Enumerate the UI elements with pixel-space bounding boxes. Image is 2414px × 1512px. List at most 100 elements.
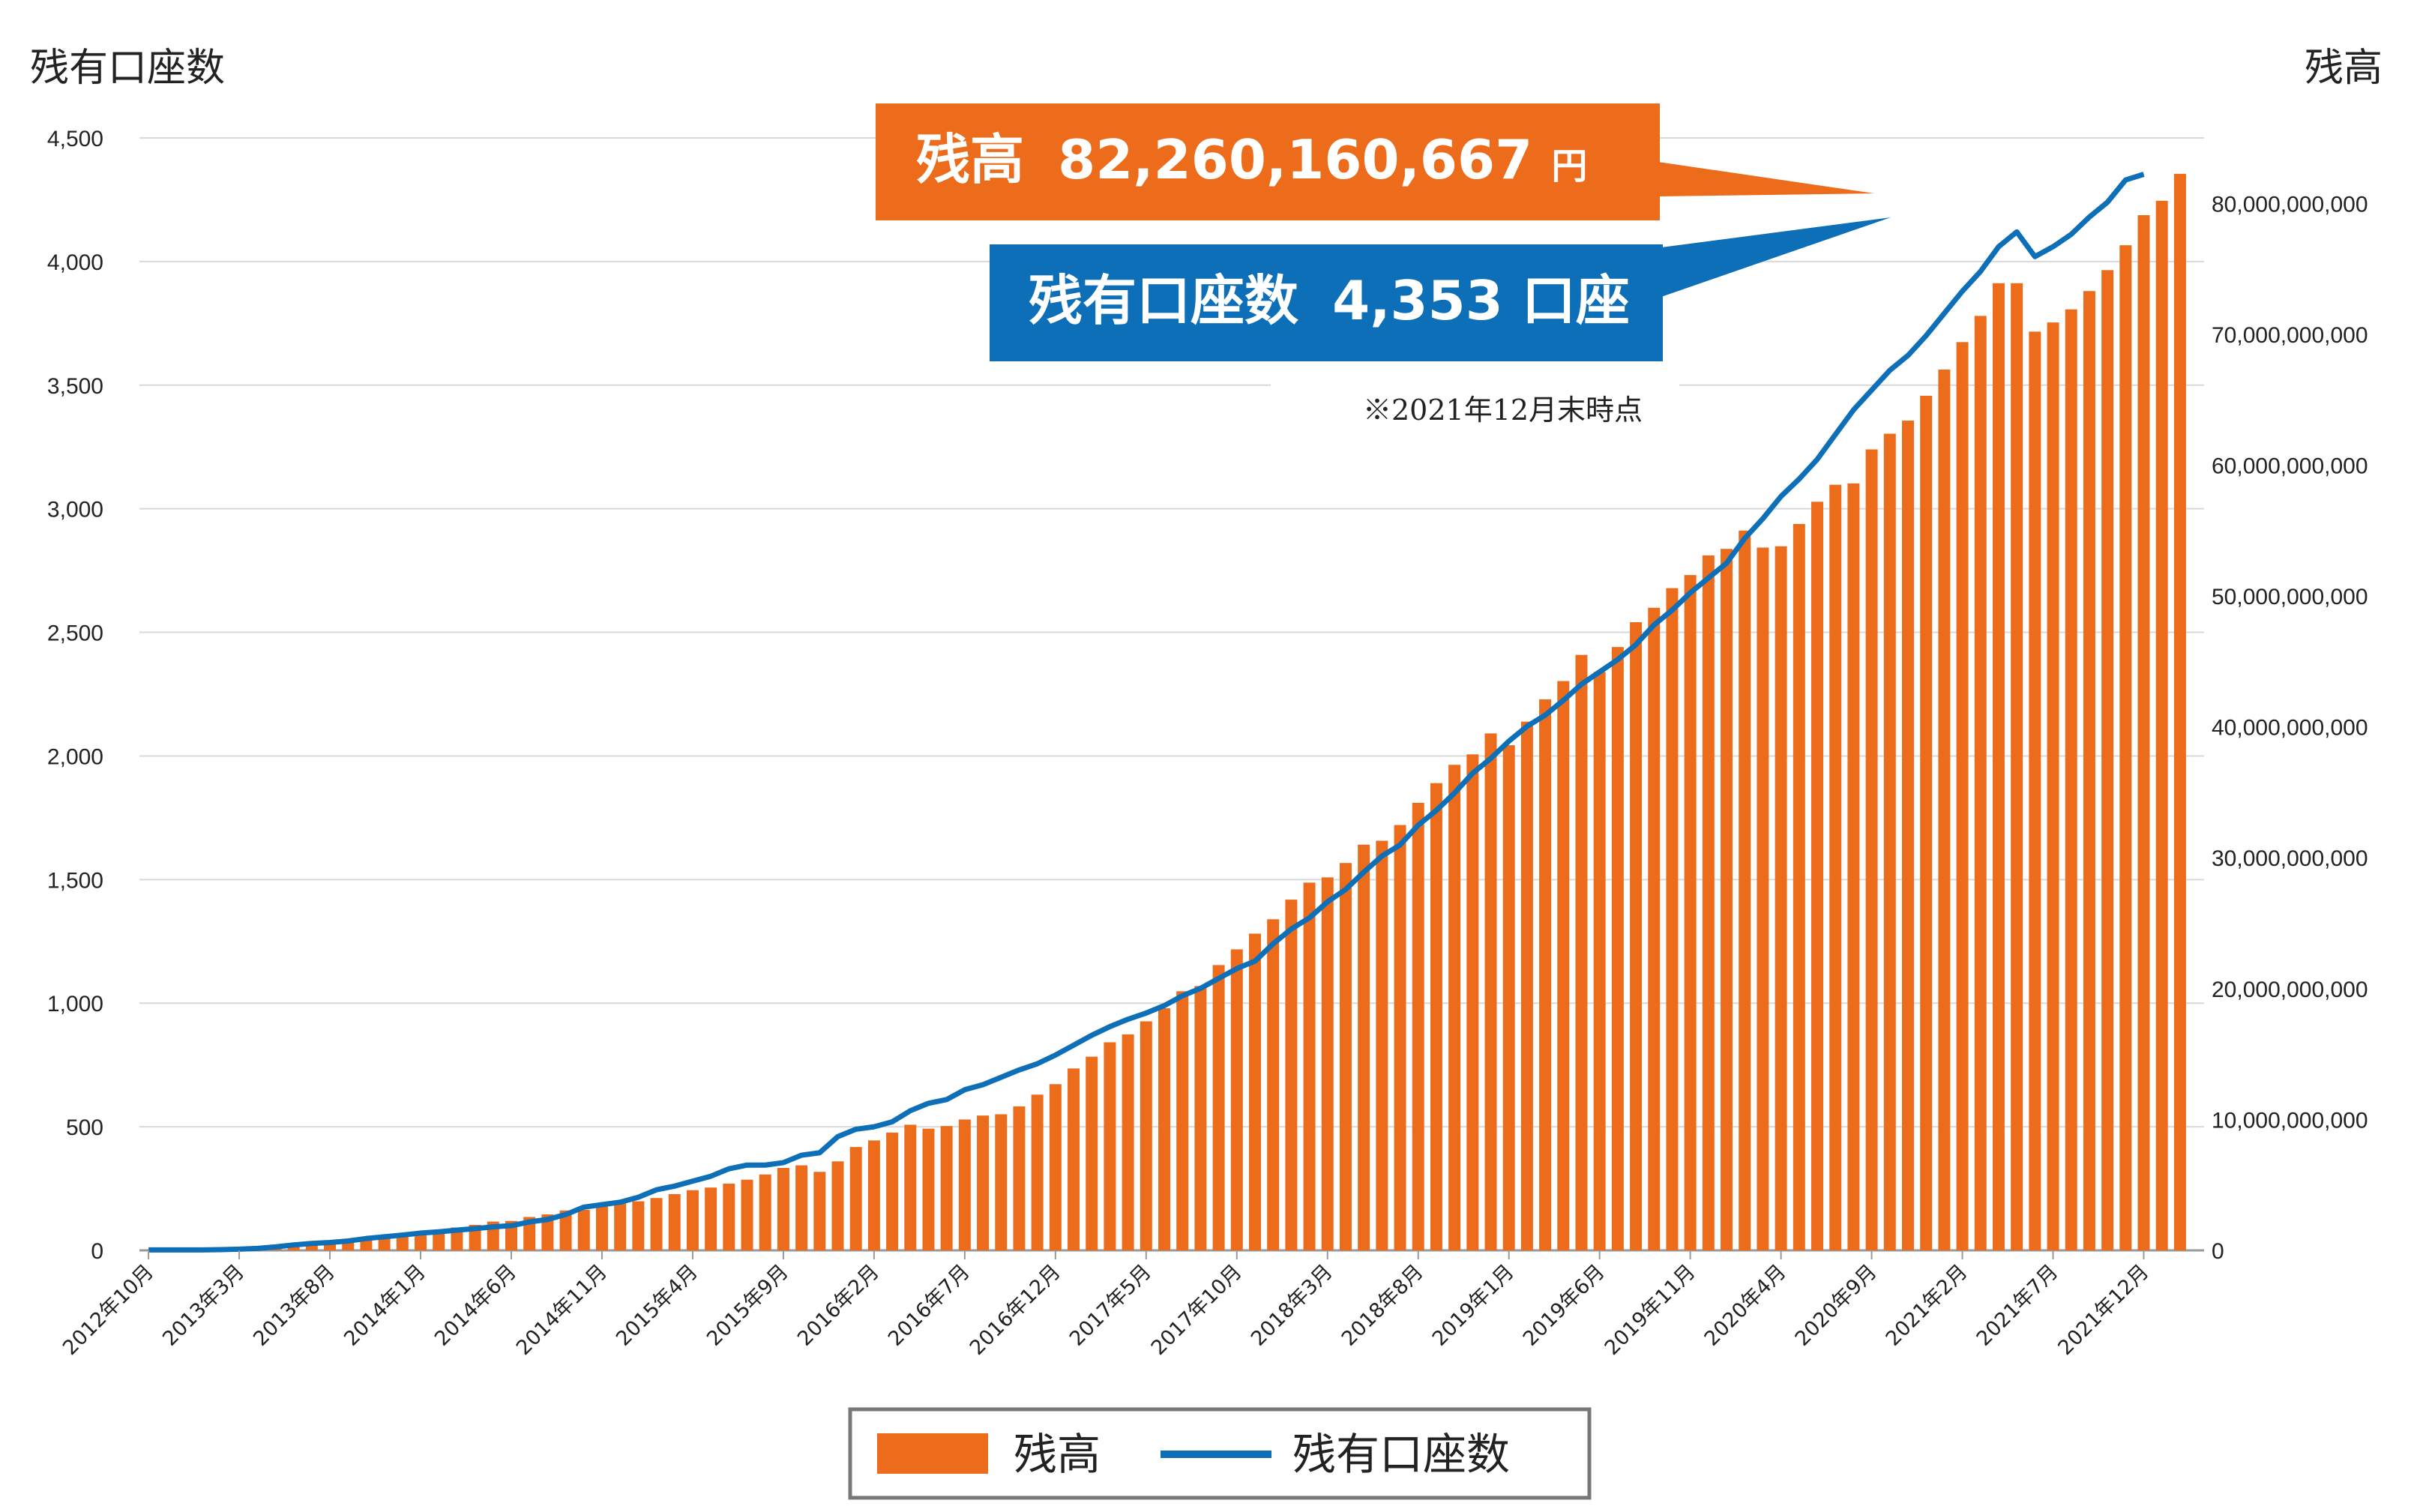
legend-swatch-balance <box>877 1433 988 1474</box>
x-tick-label: 2016年12月 <box>966 1260 1065 1360</box>
left-tick-label: 3,500 <box>47 374 103 399</box>
balance-bar <box>577 1209 590 1250</box>
x-tick-label: 2020年4月 <box>1700 1260 1791 1351</box>
balance-bar <box>1394 825 1406 1250</box>
right-tick-label: 30,000,000,000 <box>2212 846 2368 871</box>
balance-bar <box>1739 530 1751 1250</box>
x-tick-label: 2013年8月 <box>249 1260 340 1351</box>
balance-bar <box>396 1235 409 1250</box>
balance-bar <box>1902 421 1914 1250</box>
left-tick-label: 1,000 <box>47 992 103 1016</box>
balance-bar <box>705 1187 717 1250</box>
balance-bar <box>2173 173 2186 1251</box>
balance-bar <box>1321 877 1334 1250</box>
balance-bar <box>1811 502 1823 1250</box>
x-tick-label: 2021年12月 <box>2053 1260 2153 1360</box>
accounts-callout-unit: 口座 <box>1522 269 1630 332</box>
balance-bar <box>777 1168 789 1250</box>
balance-bar <box>668 1193 681 1250</box>
balance-bar <box>1049 1084 1062 1250</box>
balance-bar <box>2029 331 2041 1250</box>
balance-bar <box>1974 316 1987 1251</box>
x-tick-label: 2014年1月 <box>340 1260 430 1351</box>
balance-bar <box>1793 524 1805 1250</box>
right-tick-label: 60,000,000,000 <box>2212 454 2368 478</box>
balance-bar <box>1285 900 1298 1250</box>
balance-bar <box>1920 395 1933 1251</box>
x-tick-label: 2019年11月 <box>1601 1260 1700 1360</box>
left-tick-label: 3,000 <box>47 498 103 522</box>
balance-bar <box>1611 647 1624 1250</box>
left-axis-title: 残有口座数 <box>30 46 225 91</box>
balance-bar <box>2047 322 2059 1250</box>
accounts-callout: 残有口座数 4,353 口座 <box>990 217 1891 361</box>
balance-bar <box>1684 575 1697 1250</box>
x-tick-label: 2019年1月 <box>1428 1260 1519 1351</box>
balance-callout-label: 残高 <box>916 128 1024 191</box>
balance-bar <box>1520 721 1533 1250</box>
balance-bar <box>1557 681 1570 1250</box>
balance-bar <box>595 1206 608 1250</box>
balance-bar <box>1648 607 1661 1250</box>
balance-bar <box>759 1174 771 1250</box>
left-tick-label: 1,500 <box>47 868 103 893</box>
right-tick-label: 70,000,000,000 <box>2212 323 2368 348</box>
balance-bar <box>559 1210 572 1250</box>
balance-bar <box>378 1237 391 1250</box>
balance-bar <box>1956 342 1969 1250</box>
balance-bar <box>1865 449 1878 1250</box>
balance-bar <box>1068 1068 1080 1250</box>
balance-bar <box>415 1234 427 1250</box>
balance-bar <box>1140 1021 1152 1250</box>
x-tick-label: 2018年8月 <box>1337 1260 1428 1351</box>
balance-bar <box>1847 483 1860 1250</box>
balance-bar <box>2119 245 2132 1250</box>
balance-bar <box>1412 802 1424 1250</box>
x-tick-label: 2021年7月 <box>1972 1260 2063 1351</box>
left-tick-label: 0 <box>91 1239 103 1264</box>
right-tick-label: 40,000,000,000 <box>2212 716 2368 741</box>
balance-bar <box>632 1201 645 1250</box>
balance-bar <box>795 1165 808 1250</box>
balance-bar <box>1593 672 1606 1250</box>
balance-bar <box>1883 433 1896 1250</box>
balance-bar <box>1230 949 1243 1250</box>
balance-bar <box>1539 699 1552 1250</box>
balance-bar <box>1466 754 1479 1250</box>
x-tick-label: 2021年2月 <box>1882 1260 1972 1351</box>
balance-bar <box>1176 991 1189 1250</box>
accounts-callout-box <box>990 244 1663 361</box>
legend-label-accounts: 残有口座数 <box>1292 1429 1510 1480</box>
balance-bar <box>1194 986 1207 1250</box>
balance-bar <box>360 1239 373 1250</box>
as-of-note: ※2021年12月末時点 <box>1363 394 1643 427</box>
x-tick-label: 2019年6月 <box>1519 1260 1610 1351</box>
balance-bar <box>2065 309 2077 1251</box>
balance-bars <box>142 173 2186 1251</box>
balance-bar <box>1303 882 1316 1250</box>
balance-callout-unit: 円 <box>1551 145 1587 187</box>
balance-bar <box>1430 783 1442 1250</box>
balance-bar <box>1158 1008 1170 1250</box>
svg-text:残有口座数 4,353 口座: 残有口座数 4,353 口座 <box>1029 269 1630 332</box>
x-tick-label: 2020年9月 <box>1791 1260 1882 1351</box>
balance-bar <box>433 1231 445 1250</box>
balance-bar <box>650 1198 663 1250</box>
balance-bar <box>831 1161 844 1250</box>
accounts-callout-value: 4,353 <box>1332 269 1503 332</box>
balance-bar <box>614 1203 627 1250</box>
x-tick-label: 2015年9月 <box>702 1260 793 1351</box>
balance-bar <box>1013 1106 1026 1250</box>
balance-callout-value: 82,260,160,667 <box>1058 128 1532 191</box>
balance-bar <box>1502 745 1515 1250</box>
balance-bar <box>867 1140 880 1250</box>
balance-bar <box>904 1124 917 1250</box>
accounts-callout-pointer <box>1661 217 1891 297</box>
legend: 残高 残有口座数 <box>848 1407 1592 1500</box>
balance-bar <box>1448 765 1461 1250</box>
balance-bar <box>1031 1094 1044 1250</box>
legend-label-balance: 残高 <box>1014 1429 1101 1480</box>
balance-bar <box>1702 555 1715 1250</box>
balance-bar <box>1938 370 1951 1250</box>
x-tick-label: 2014年6月 <box>430 1260 521 1351</box>
